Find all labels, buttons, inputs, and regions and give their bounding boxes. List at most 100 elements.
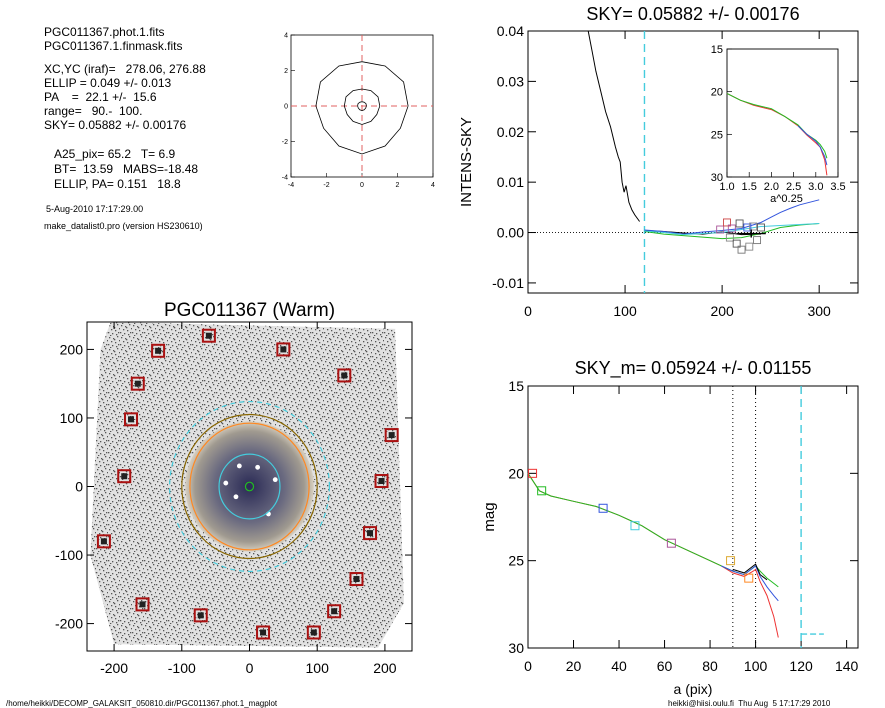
info-bt: BT= 13.59 MABS=-18.48: [54, 162, 199, 176]
mask-box-12: [327, 604, 342, 619]
mask-box-core-7: [100, 538, 107, 545]
inset-xtick-label-1: 1.5: [742, 181, 757, 193]
mag-xtick-label-1: 20: [566, 658, 582, 674]
sky-square-9: [737, 245, 746, 254]
mask-box-core-2: [280, 346, 287, 353]
sky-series-3: [644, 223, 820, 240]
inset-xlabel: a^0.25: [770, 193, 803, 205]
mask-box-15: [374, 474, 389, 489]
sky-square-3: [735, 219, 744, 228]
mag-xtick-label-2: 40: [611, 658, 627, 674]
mask-box-16: [384, 428, 399, 443]
mask-box-core-12: [331, 608, 338, 615]
inset-ytick-label-2: 25: [711, 129, 723, 141]
galaxy-star-0: [236, 463, 242, 469]
mag-xtick-label-3: 60: [657, 658, 673, 674]
sky-square-8: [732, 239, 741, 248]
info-timestamp: 5-Aug-2010 17:17:29.00: [46, 204, 144, 214]
mag-ytick-label-2: 25: [508, 553, 524, 569]
sky-square-4: [743, 223, 752, 232]
image-ellipse-3: [218, 453, 281, 520]
mask-box-4: [130, 376, 145, 391]
sky-xtick-label-1: 100: [613, 303, 637, 319]
info-ellip: ELLIP = 0.049 +/- 0.013: [44, 76, 172, 90]
mask-box-7: [96, 534, 111, 549]
mag-xlabel: a (pix): [674, 681, 713, 697]
mag-square-5: [726, 556, 736, 566]
inset-xtick-label-0: 1.0: [719, 181, 734, 193]
image-ellipse-2: [189, 422, 310, 551]
sky-title: SKY= 0.05882 +/- 0.00176: [586, 4, 799, 24]
info-center: XC,YC (iraf)= 278.06, 276.88: [44, 62, 206, 76]
footer-user: heikki@hiisi.oulu.fi Thu Aug 5 17:17:29 …: [668, 699, 831, 708]
mask-box-core-8: [139, 601, 146, 608]
sky-square-11: [753, 236, 762, 245]
image-ytick-label-1: 100: [60, 410, 84, 426]
inset-xtick-label-3: 2.5: [786, 181, 801, 193]
galaxy-star-2: [233, 494, 239, 500]
inset-ytick-label-0: 15: [711, 44, 723, 56]
mag-series-0: [527, 473, 779, 638]
mag-square-2: [598, 503, 608, 513]
mask-box-14: [363, 526, 378, 541]
image-ytick-label-2: 0: [75, 479, 83, 495]
inset-xtick-label-4: 3.0: [808, 181, 823, 193]
mag-square-3: [630, 521, 640, 531]
mag-square-1: [537, 486, 547, 496]
mag-xtick-label-0: 0: [524, 658, 532, 674]
image-xtick-label-3: 100: [306, 660, 330, 676]
info-program: make_datalist0.pro (version HS230610): [44, 221, 203, 231]
contour-ytick-label-1: -2: [282, 139, 288, 146]
contour-ytick-label-2: 0: [284, 104, 288, 111]
mask-box-0: [151, 343, 166, 358]
mag-square-6: [744, 573, 754, 583]
image-ytick-label-0: 200: [60, 341, 84, 357]
mag-series-3: [732, 563, 768, 581]
sky-square-7: [725, 233, 734, 242]
mask-box-5: [124, 412, 139, 427]
sky-square-2: [727, 224, 736, 233]
sky-square-10: [745, 242, 754, 251]
mask-box-core-0: [155, 347, 162, 354]
sky-square-1: [723, 218, 731, 227]
mag-series-1: [527, 473, 779, 588]
image-ellipse-0: [181, 413, 318, 560]
image-xtick-label-4: 200: [373, 660, 397, 676]
mask-box-core-4: [134, 380, 141, 387]
sky-frame: [527, 30, 859, 294]
image-xtick-label-0: -200: [100, 660, 128, 676]
contour-level-2: [315, 61, 409, 155]
mask-box-3: [337, 368, 352, 383]
mag-xtick-label-6: 120: [789, 658, 813, 674]
sky-square-0: [716, 225, 725, 234]
galaxy-star-1: [255, 464, 261, 470]
info-range: range= 90.- 100.: [44, 104, 143, 118]
inset-frame: [726, 48, 839, 178]
mag-ytick-label-1: 20: [508, 465, 524, 481]
info-a25: A25_pix= 65.2 T= 6.9: [54, 147, 176, 161]
galaxy-body: [185, 421, 314, 552]
mag-title: SKY_m= 0.05924 +/- 0.01155: [575, 358, 812, 379]
sky-series-4: [644, 223, 820, 236]
galaxy-star-5: [272, 477, 278, 483]
sky-xtick-label-0: 0: [524, 303, 532, 319]
mask-box-10: [256, 625, 271, 640]
mag-xtick-label-7: 140: [835, 658, 859, 674]
info-sky: SKY= 0.05882 +/- 0.00176: [44, 118, 187, 132]
mask-box-core-1: [205, 332, 212, 339]
info-maskname: PGC011367.1.finmask.fits: [44, 39, 183, 53]
mask-box-core-13: [353, 576, 360, 583]
mask-box-6: [117, 469, 132, 484]
info-pa: PA = 22.1 +/- 15.6: [44, 90, 157, 104]
image-title: PGC011367 (Warm): [164, 300, 335, 321]
mask-box-core-6: [121, 473, 128, 480]
inset-xtick-label-2: 2.0: [764, 181, 779, 193]
sky-square-5: [749, 222, 758, 231]
sky-series-0: [587, 30, 641, 222]
mask-box-13: [349, 572, 364, 587]
mask-box-9: [193, 608, 208, 623]
mask-box-core-11: [310, 629, 317, 636]
inset-series-1: [726, 92, 828, 159]
